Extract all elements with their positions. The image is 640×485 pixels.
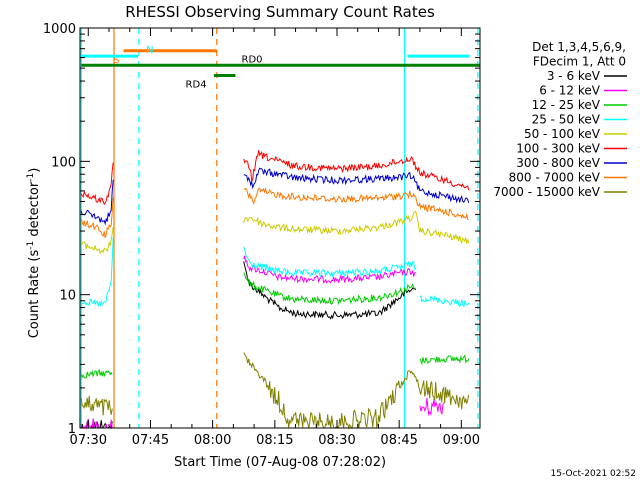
- x-tick-label-07-45: 07:45: [132, 433, 169, 448]
- legend-label-25-50-kev: 25 - 50 keV: [532, 113, 601, 127]
- y-axis-title-mid: detector: [27, 181, 42, 241]
- series-25-50-kev: [81, 237, 470, 308]
- flag-label-rd0-4: RD0: [242, 54, 263, 65]
- series-300-800-kev: [80, 167, 470, 226]
- y-axis-title-suffix: ): [27, 168, 42, 173]
- series-800-7000-kev: [80, 186, 469, 239]
- legend-label-50-100-kev: 50 - 100 keV: [524, 127, 601, 141]
- flag-label-s-1: S: [113, 55, 119, 66]
- legend-label-800-7000-kev: 800 - 7000 keV: [509, 171, 601, 185]
- y-tick-label-1000: 1000: [43, 22, 76, 37]
- series-line-50-100-kev-seg1: [80, 227, 114, 255]
- series-line-300-800-kev-seg1: [80, 179, 114, 226]
- x-tick-label-08-00: 08:00: [194, 433, 231, 448]
- legend: Det 1,3,4,5,6,9,FDecim 1, Att 03 - 6 keV…: [493, 40, 627, 199]
- x-tick-label-07-30: 07:30: [70, 433, 107, 448]
- series-line-100-300-kev-seg1: [80, 162, 114, 206]
- series-line-100-300-kev-seg2: [243, 150, 470, 191]
- series-line-7000-15000-kev-seg1: [80, 395, 113, 416]
- series-line-12-25-kev-seg3: [419, 354, 470, 366]
- y-axis-title-sup1: -1: [26, 241, 36, 250]
- y-tick-label-100: 100: [51, 155, 76, 170]
- series-line-300-800-kev-seg2: [243, 167, 470, 204]
- legend-label-12-25-kev: 12 - 25 keV: [532, 98, 601, 112]
- y-axis-title-sup2: -1: [26, 173, 36, 182]
- y-axis-title: Count Rate (s-1 detector-1): [26, 168, 42, 339]
- series-6-12-kev: [80, 255, 445, 430]
- y-tick-label-10: 10: [59, 289, 76, 304]
- plot-border: [79, 27, 481, 429]
- series-line-3-6-kev-seg2: [243, 261, 417, 320]
- series-50-100-kev: [80, 210, 470, 255]
- series-line-800-7000-kev-seg1: [80, 197, 114, 239]
- x-axis-title: Start Time (07-Aug-08 07:28:02): [174, 455, 386, 470]
- series-line-25-50-kev-seg2: [243, 246, 417, 279]
- series-line-25-50-kev-seg1: [81, 237, 114, 307]
- series-100-300-kev: [80, 150, 470, 206]
- series-12-25-kev: [80, 272, 470, 379]
- series-7000-15000-kev: [80, 352, 470, 430]
- legend-header-2: FDecim 1, Att 0: [533, 55, 626, 69]
- legend-label-7000-15000-kev: 7000 - 15000 keV: [493, 185, 600, 199]
- series-line-800-7000-kev-seg2: [243, 186, 469, 221]
- flag-label-rd4-5: RD4: [186, 80, 207, 91]
- series-line-7000-15000-kev-seg2: [243, 352, 470, 430]
- legend-label-6-12-kev: 6 - 12 keV: [539, 84, 601, 98]
- series-line-50-100-kev-seg2: [243, 210, 470, 245]
- legend-label-300-800-kev: 300 - 800 keV: [516, 156, 600, 170]
- series-line-12-25-kev-seg2: [243, 272, 416, 306]
- generation-timestamp: 15-Oct-2021 02:52: [551, 469, 636, 479]
- series-line-12-25-kev-seg1: [80, 369, 113, 379]
- legend-label-3-6-kev: 3 - 6 keV: [547, 69, 601, 83]
- series-line-6-12-kev-seg1: [80, 418, 113, 430]
- series-line-25-50-kev-seg3: [419, 294, 470, 308]
- plot-frame: 07:30 07:45 08:00 08:15 08:30 08:45 09:00 1 10 10…: [43, 22, 481, 448]
- x-tick-label-08-45: 08:45: [380, 433, 417, 448]
- x-tick-label-08-30: 08:30: [318, 433, 355, 448]
- series-line-6-12-kev-seg3: [419, 397, 445, 417]
- x-tick-label-09-00: 09:00: [443, 433, 480, 448]
- series-3-6-kev: [80, 261, 417, 430]
- interval-markers: [80, 28, 479, 428]
- series-line-6-12-kev-seg2: [243, 255, 416, 284]
- flag-bars: S N RD0 RD4: [81, 45, 480, 91]
- svg-text:Count Rate (s-1 detector-1): Count Rate (s-1 detector-1): [26, 168, 42, 339]
- series-layer: [80, 150, 470, 430]
- x-tick-label-08-15: 08:15: [256, 433, 293, 448]
- y-axis-title-prefix: Count Rate (s: [27, 250, 42, 339]
- flag-label-n-2: N: [146, 45, 153, 56]
- legend-header-1: Det 1,3,4,5,6,9,: [532, 40, 626, 54]
- chart-title: RHESSI Observing Summary Count Rates: [125, 3, 435, 21]
- legend-label-100-300-kev: 100 - 300 keV: [516, 142, 600, 156]
- y-tick-label-1: 1: [68, 422, 76, 437]
